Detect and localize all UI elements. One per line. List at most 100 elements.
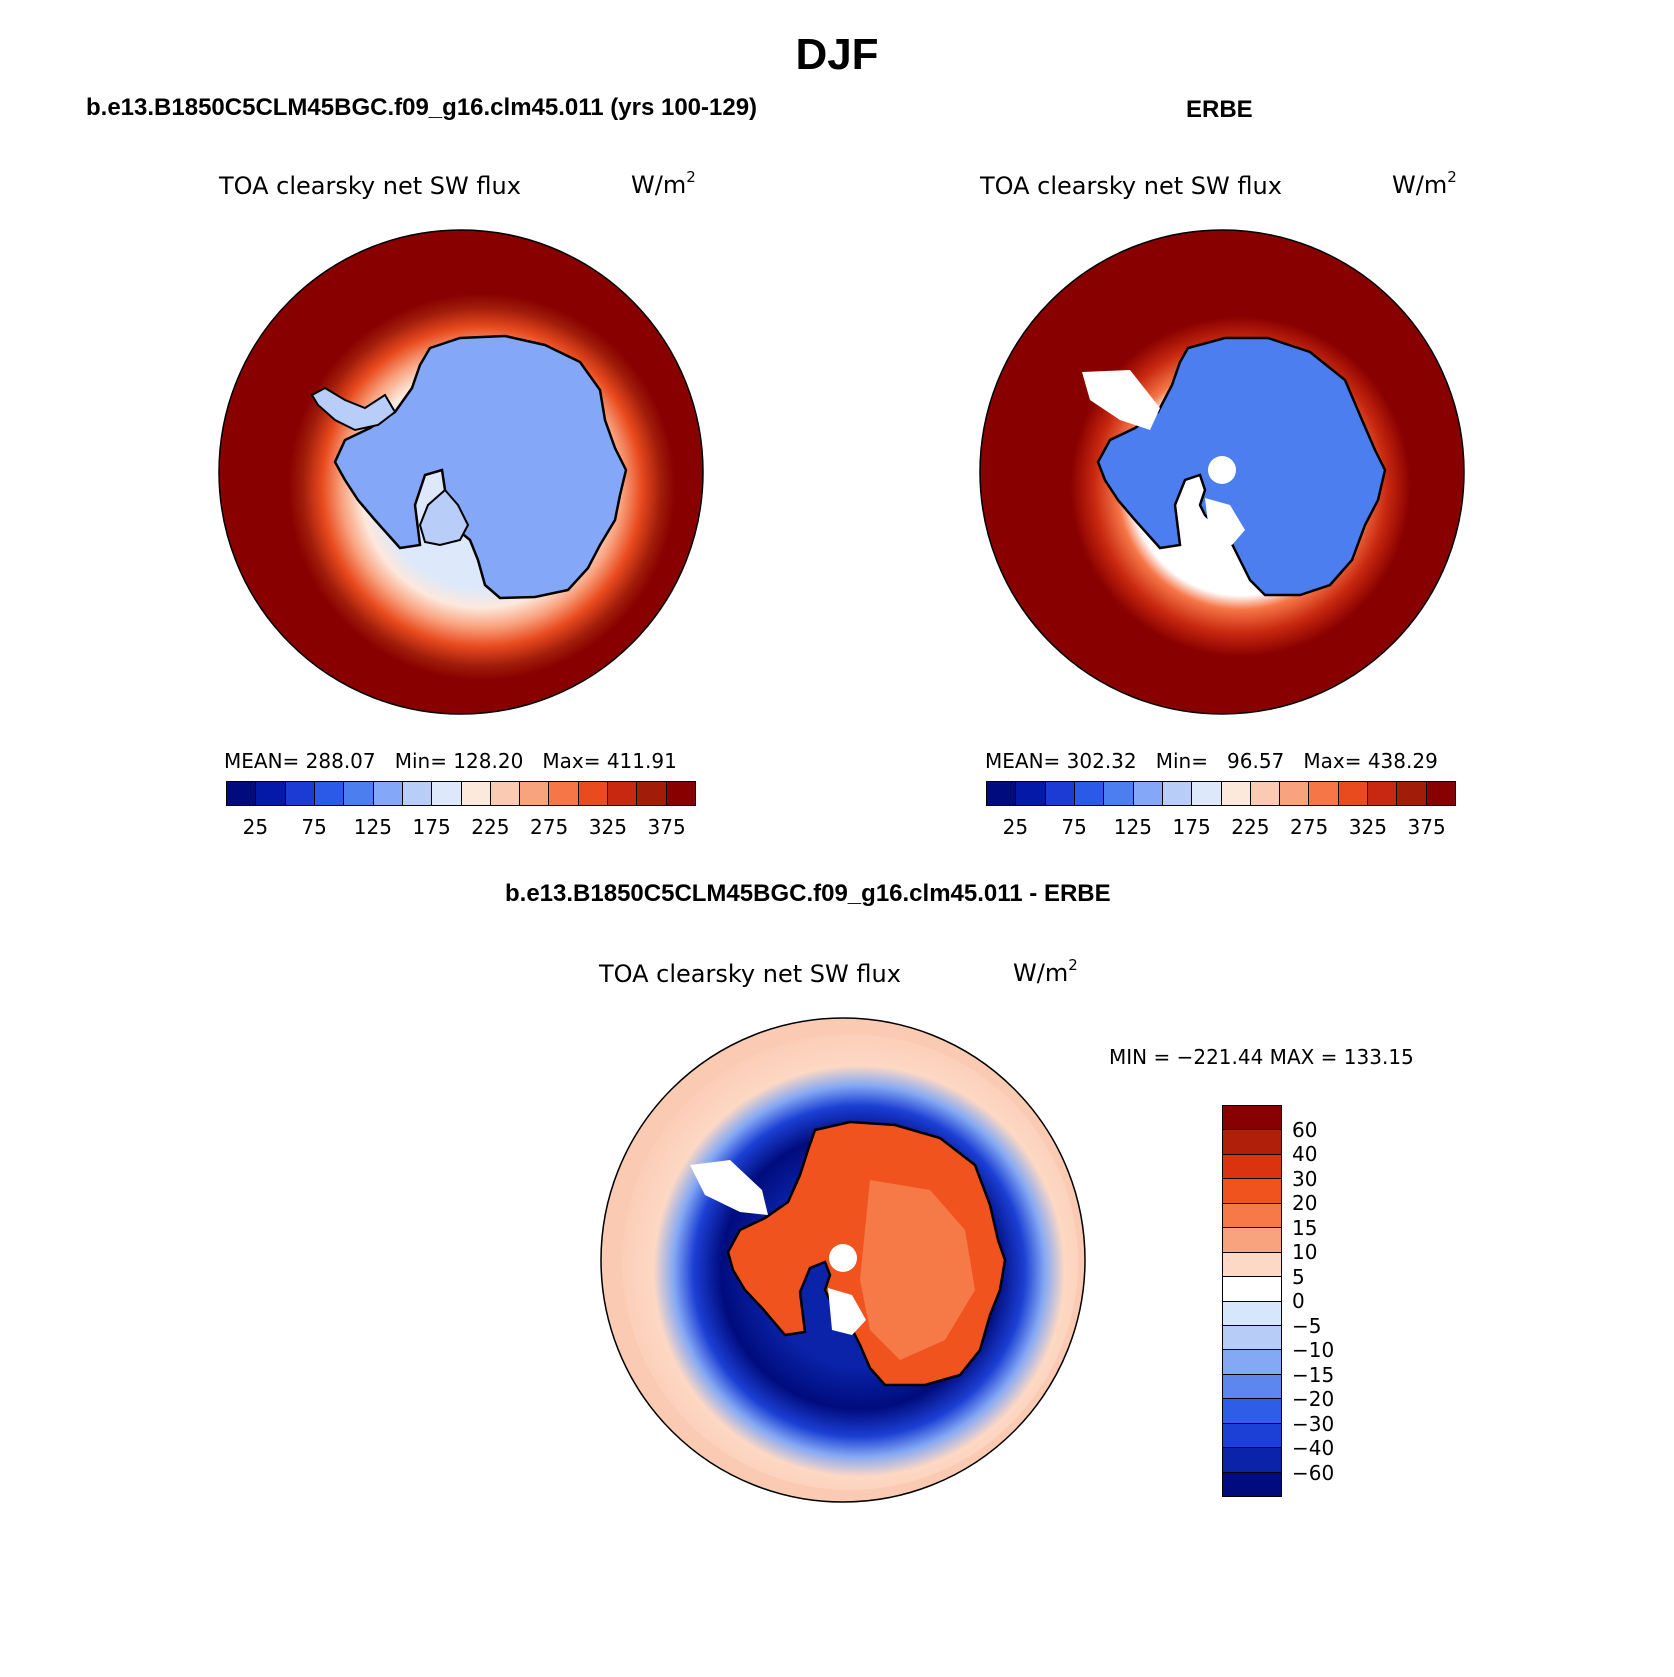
diff-units: W/m2 — [1013, 956, 1078, 987]
colorbar-cell — [1309, 782, 1339, 805]
colorbar-tick-label: 275 — [530, 815, 569, 839]
colorbar-cell — [1045, 782, 1075, 805]
colorbar-cell — [373, 782, 403, 805]
colorbar-cell — [1223, 1472, 1281, 1496]
colorbar-cell — [549, 782, 579, 805]
obs-pole-hole — [1208, 456, 1236, 484]
colorbar-tick-label: 175 — [412, 815, 451, 839]
colorbar-tick-label: 75 — [1061, 815, 1087, 839]
colorbar-cell — [256, 782, 286, 805]
colorbar-tick-label: 225 — [471, 815, 510, 839]
colorbar-tick-label: −10 — [1292, 1338, 1335, 1362]
colorbar-cell — [666, 782, 695, 805]
colorbar-tick-label: 325 — [588, 815, 627, 839]
colorbar-cell — [1223, 1448, 1281, 1473]
colorbar-tick-label: 25 — [242, 815, 269, 839]
diff-pole-hole — [829, 1244, 857, 1272]
colorbar-tick-label: 60 — [1292, 1117, 1318, 1142]
colorbar-tick-label: −15 — [1292, 1362, 1335, 1387]
colorbar-tick-label: 175 — [1172, 815, 1211, 839]
colorbar-cell — [1192, 782, 1222, 805]
diff-peninsula-gap — [690, 1160, 768, 1215]
colorbar-cell — [432, 782, 462, 805]
colorbar-tick-label: 75 — [301, 815, 327, 839]
colorbar-tick-label: 0 — [1292, 1289, 1305, 1313]
colorbar-cell — [344, 782, 374, 805]
colorbar-tick-label: 275 — [1290, 815, 1329, 839]
colorbar-cell — [1223, 1374, 1281, 1400]
colorbar-cell — [1426, 782, 1455, 805]
colorbar-tick-label: 5 — [1292, 1264, 1305, 1289]
obs-units: W/m2 — [1392, 168, 1457, 199]
obs-polar-map — [979, 229, 1465, 715]
diff-polar-map — [600, 1017, 1086, 1503]
colorbar-tick-label: 15 — [1292, 1215, 1318, 1240]
colorbar-tick-label: 125 — [1113, 815, 1152, 839]
colorbar-cell — [1223, 1399, 1281, 1424]
model-colorbar — [226, 781, 696, 806]
colorbar-cell — [1074, 782, 1105, 805]
obs-ross-gap — [1205, 498, 1245, 545]
colorbar-cell — [1223, 1179, 1281, 1204]
colorbar-cell — [1223, 1423, 1281, 1449]
colorbar-tick-label: −60 — [1292, 1460, 1335, 1485]
colorbar-tick-label: −5 — [1292, 1313, 1322, 1338]
colorbar-cell — [1223, 1228, 1281, 1253]
model-peninsula — [310, 386, 397, 432]
colorbar-cell — [1338, 782, 1369, 805]
colorbar-tick-label: −40 — [1292, 1436, 1335, 1460]
colorbar-tick-label: 10 — [1292, 1240, 1318, 1264]
colorbar-cell — [490, 782, 521, 805]
model-polar-map — [218, 229, 704, 715]
colorbar-tick-label: 325 — [1348, 815, 1387, 839]
colorbar-tick-label: −20 — [1292, 1387, 1335, 1411]
model-variable-title: TOA clearsky net SW flux — [219, 172, 521, 200]
obs-peninsula-gap — [1082, 370, 1160, 430]
model-units: W/m2 — [631, 168, 696, 199]
colorbar-cell — [1223, 1252, 1281, 1278]
colorbar-tick-label: 20 — [1292, 1191, 1318, 1215]
colorbar-cell — [314, 782, 345, 805]
colorbar-tick-label: 125 — [353, 815, 392, 839]
colorbar-cell — [1223, 1106, 1281, 1131]
colorbar-cell — [1223, 1154, 1281, 1180]
colorbar-tick-label: 375 — [647, 815, 686, 839]
colorbar-cell — [987, 782, 1017, 805]
colorbar-cell — [285, 782, 315, 805]
colorbar-cell — [461, 782, 491, 805]
model-stats: MEAN= 288.07 Min= 128.20 Max= 411.91 — [224, 749, 677, 773]
colorbar-cell — [1104, 782, 1134, 805]
colorbar-tick-label: 40 — [1292, 1142, 1318, 1166]
colorbar-cell — [402, 782, 433, 805]
figure-title: DJF — [795, 30, 879, 79]
colorbar-cell — [608, 782, 638, 805]
diff-antarctica-east — [860, 1180, 975, 1360]
colorbar-cell — [1223, 1130, 1281, 1155]
colorbar-cell — [578, 782, 609, 805]
diff-ross-gap — [828, 1288, 866, 1335]
colorbar-cell — [1280, 782, 1310, 805]
colorbar-tick-label: 25 — [1002, 815, 1029, 839]
colorbar-cell — [1250, 782, 1281, 805]
colorbar-cell — [1223, 1350, 1281, 1375]
colorbar-cell — [227, 782, 257, 805]
colorbar-tick-label: 225 — [1231, 815, 1270, 839]
diff-colorbar — [1222, 1105, 1282, 1497]
obs-colorbar — [986, 781, 1456, 806]
model-ross-shelf — [418, 488, 470, 547]
obs-stats: MEAN= 302.32 Min= 96.57 Max= 438.29 — [985, 749, 1438, 773]
colorbar-cell — [1223, 1203, 1281, 1229]
colorbar-cell — [1016, 782, 1046, 805]
colorbar-cell — [1221, 782, 1251, 805]
colorbar-tick-label: 30 — [1292, 1166, 1318, 1191]
colorbar-tick-label: 375 — [1407, 815, 1446, 839]
diff-variable-title: TOA clearsky net SW flux — [599, 960, 901, 988]
obs-panel-header: ERBE — [1186, 96, 1253, 123]
colorbar-cell — [1223, 1301, 1281, 1326]
colorbar-tick-label: −30 — [1292, 1411, 1335, 1436]
diff-minmax: MIN = −221.44 MAX = 133.15 — [1109, 1045, 1414, 1069]
colorbar-cell — [1162, 782, 1193, 805]
colorbar-cell — [1397, 782, 1427, 805]
colorbar-cell — [1223, 1325, 1281, 1351]
